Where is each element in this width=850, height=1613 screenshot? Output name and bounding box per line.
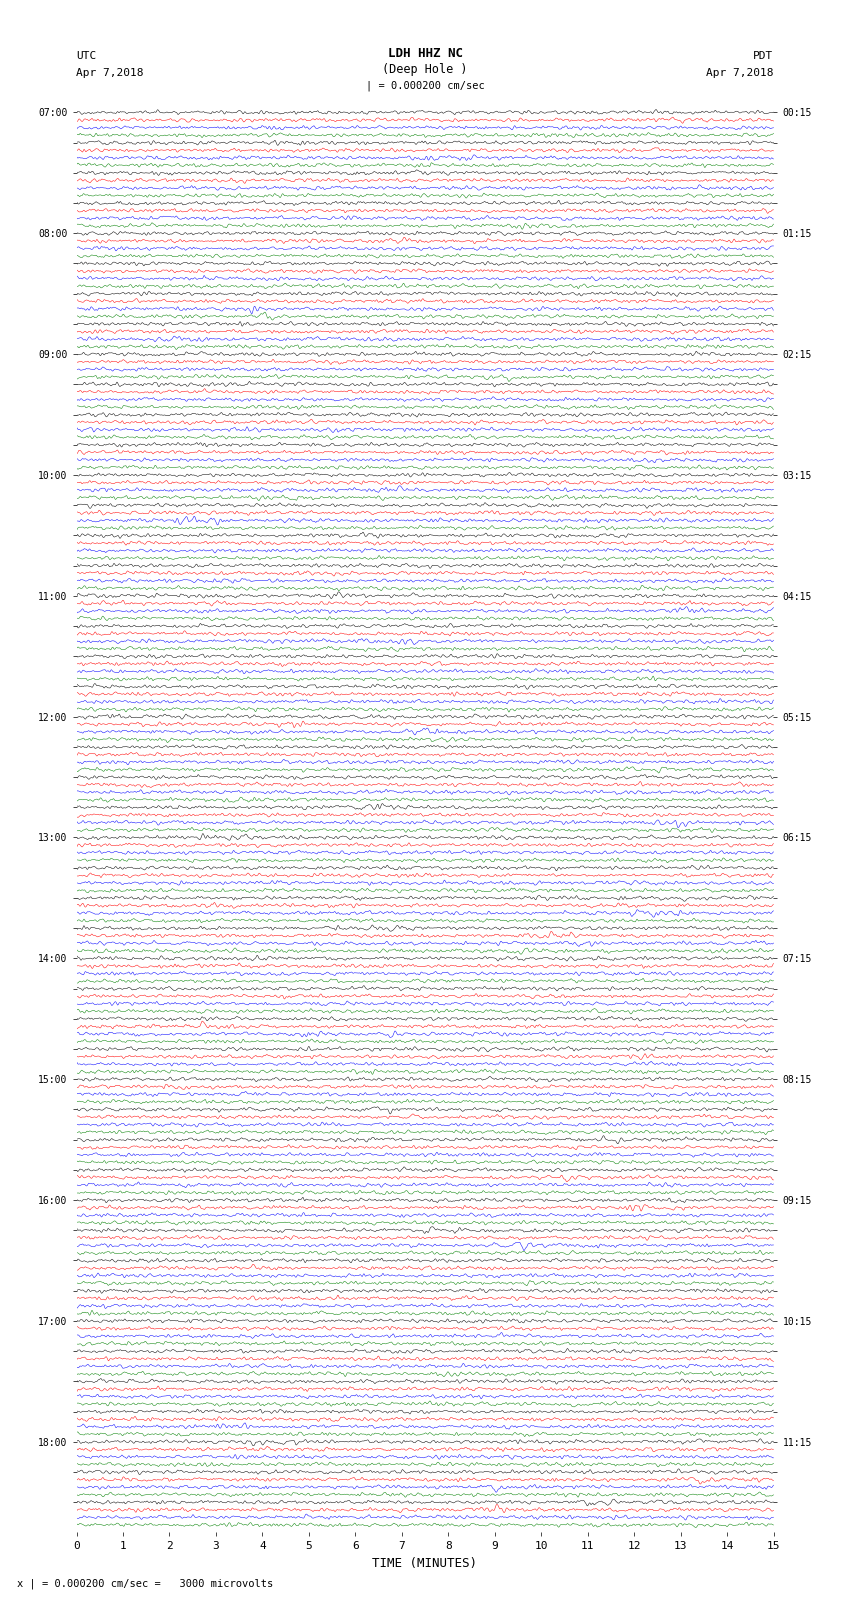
Text: Apr 7,2018: Apr 7,2018 — [76, 68, 144, 77]
Text: PDT: PDT — [753, 52, 774, 61]
X-axis label: TIME (MINUTES): TIME (MINUTES) — [372, 1557, 478, 1569]
Text: Apr 7,2018: Apr 7,2018 — [706, 68, 774, 77]
Text: LDH HHZ NC: LDH HHZ NC — [388, 47, 462, 60]
Text: | = 0.000200 cm/sec: | = 0.000200 cm/sec — [366, 81, 484, 90]
Text: UTC: UTC — [76, 52, 97, 61]
Text: (Deep Hole ): (Deep Hole ) — [382, 63, 468, 76]
Text: x | = 0.000200 cm/sec =   3000 microvolts: x | = 0.000200 cm/sec = 3000 microvolts — [17, 1579, 273, 1589]
